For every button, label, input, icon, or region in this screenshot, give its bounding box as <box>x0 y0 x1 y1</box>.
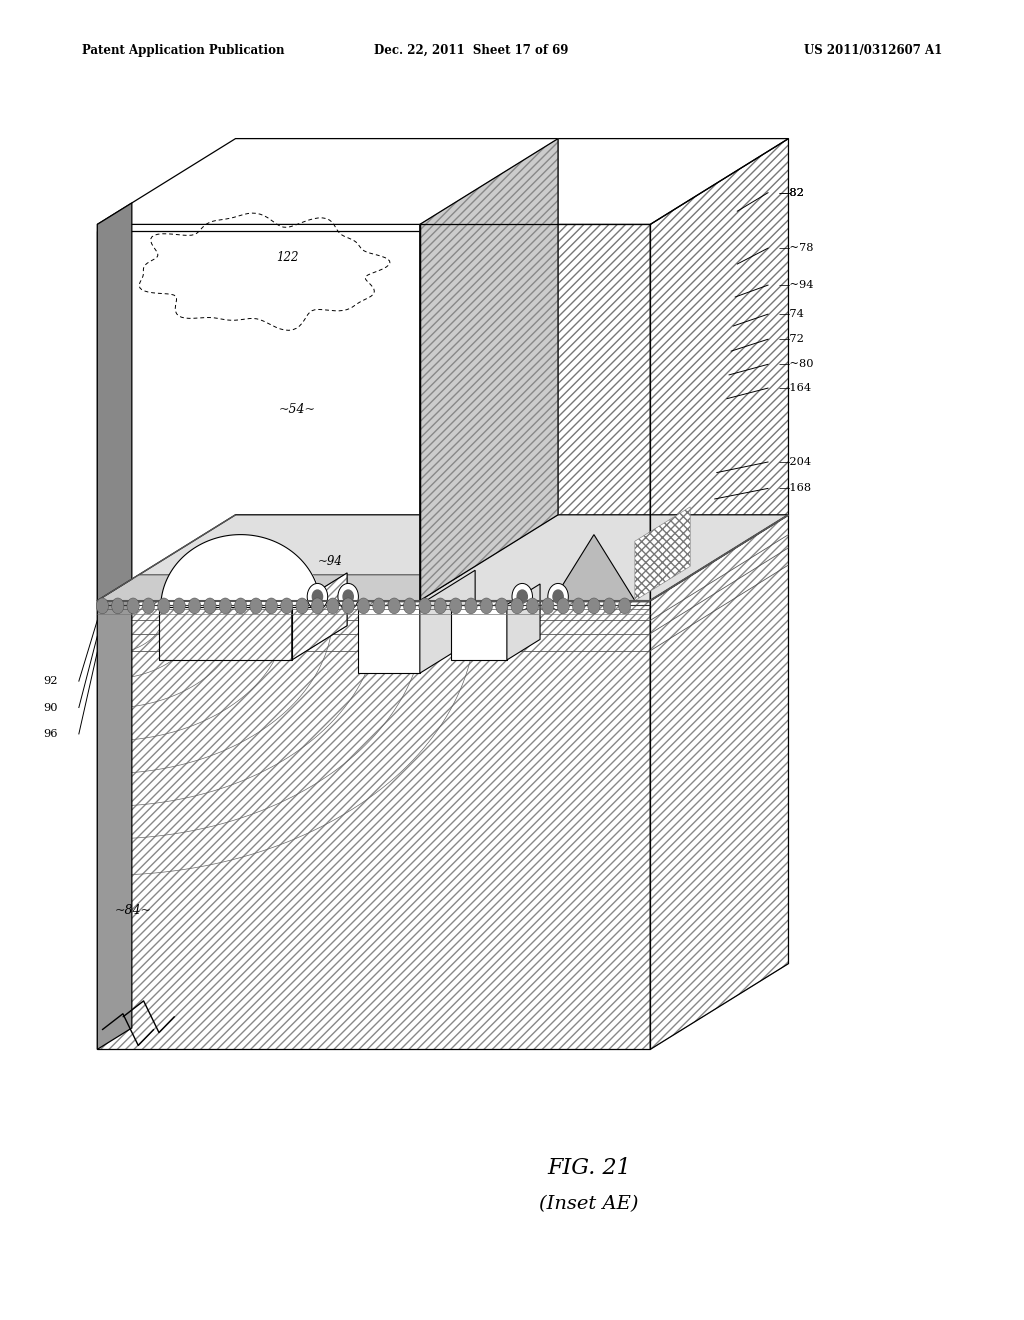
Circle shape <box>434 598 446 614</box>
Polygon shape <box>420 224 650 601</box>
Text: FIG. 21: FIG. 21 <box>547 1158 631 1179</box>
Text: —82: —82 <box>778 187 804 198</box>
Polygon shape <box>650 515 788 1049</box>
Polygon shape <box>451 605 507 660</box>
Circle shape <box>219 598 231 614</box>
Circle shape <box>357 598 370 614</box>
Circle shape <box>517 590 527 603</box>
Text: 90: 90 <box>43 702 57 713</box>
Polygon shape <box>97 515 788 601</box>
Circle shape <box>343 590 353 603</box>
Circle shape <box>265 598 278 614</box>
Polygon shape <box>97 224 110 601</box>
Polygon shape <box>97 231 420 601</box>
Text: US 2011/0312607 A1: US 2011/0312607 A1 <box>804 44 942 57</box>
Circle shape <box>307 583 328 610</box>
Circle shape <box>250 598 262 614</box>
Circle shape <box>512 583 532 610</box>
Text: ~94: ~94 <box>317 554 342 568</box>
Polygon shape <box>420 139 558 601</box>
Circle shape <box>465 598 477 614</box>
Circle shape <box>419 598 431 614</box>
Polygon shape <box>420 570 475 673</box>
Circle shape <box>204 598 216 614</box>
Circle shape <box>327 598 339 614</box>
Circle shape <box>603 598 615 614</box>
Circle shape <box>281 598 293 614</box>
Polygon shape <box>635 507 690 601</box>
Circle shape <box>311 598 324 614</box>
Circle shape <box>511 598 523 614</box>
Polygon shape <box>507 583 540 660</box>
Polygon shape <box>292 573 347 660</box>
Circle shape <box>542 598 554 614</box>
Polygon shape <box>97 203 132 601</box>
Circle shape <box>312 590 323 603</box>
Polygon shape <box>358 605 420 673</box>
Circle shape <box>342 598 354 614</box>
Circle shape <box>296 598 308 614</box>
Circle shape <box>588 598 600 614</box>
Polygon shape <box>97 601 650 1049</box>
Polygon shape <box>553 535 635 601</box>
Circle shape <box>127 598 139 614</box>
Text: Patent Application Publication: Patent Application Publication <box>82 44 285 57</box>
Text: 96: 96 <box>43 729 57 739</box>
Text: 122: 122 <box>276 251 299 264</box>
Circle shape <box>142 598 155 614</box>
Text: Dec. 22, 2011  Sheet 17 of 69: Dec. 22, 2011 Sheet 17 of 69 <box>374 44 568 57</box>
Circle shape <box>403 598 416 614</box>
Text: —72: —72 <box>778 334 804 345</box>
Text: ~84~: ~84~ <box>115 904 152 917</box>
Circle shape <box>450 598 462 614</box>
Text: —82: —82 <box>778 187 804 198</box>
Polygon shape <box>97 139 788 224</box>
Circle shape <box>96 598 109 614</box>
Circle shape <box>173 598 185 614</box>
Polygon shape <box>97 579 132 1049</box>
Polygon shape <box>97 576 461 601</box>
Text: —204: —204 <box>778 457 811 467</box>
Circle shape <box>158 598 170 614</box>
Text: —164: —164 <box>778 383 811 393</box>
Text: ~54~: ~54~ <box>279 403 315 416</box>
Text: 92: 92 <box>43 676 57 686</box>
Circle shape <box>572 598 585 614</box>
Text: —~78: —~78 <box>778 243 814 253</box>
Circle shape <box>548 583 568 610</box>
Text: (Inset AE): (Inset AE) <box>539 1195 639 1213</box>
Circle shape <box>373 598 385 614</box>
Polygon shape <box>159 607 292 660</box>
Circle shape <box>234 598 247 614</box>
Circle shape <box>553 590 563 603</box>
Circle shape <box>338 583 358 610</box>
Polygon shape <box>650 139 788 601</box>
Circle shape <box>557 598 569 614</box>
Circle shape <box>480 598 493 614</box>
Circle shape <box>618 598 631 614</box>
Circle shape <box>496 598 508 614</box>
Circle shape <box>188 598 201 614</box>
Text: —~80: —~80 <box>778 359 814 370</box>
Circle shape <box>388 598 400 614</box>
Text: —74: —74 <box>778 309 804 319</box>
Text: —168: —168 <box>778 483 811 494</box>
Circle shape <box>112 598 124 614</box>
Circle shape <box>526 598 539 614</box>
Text: —~94: —~94 <box>778 280 814 290</box>
